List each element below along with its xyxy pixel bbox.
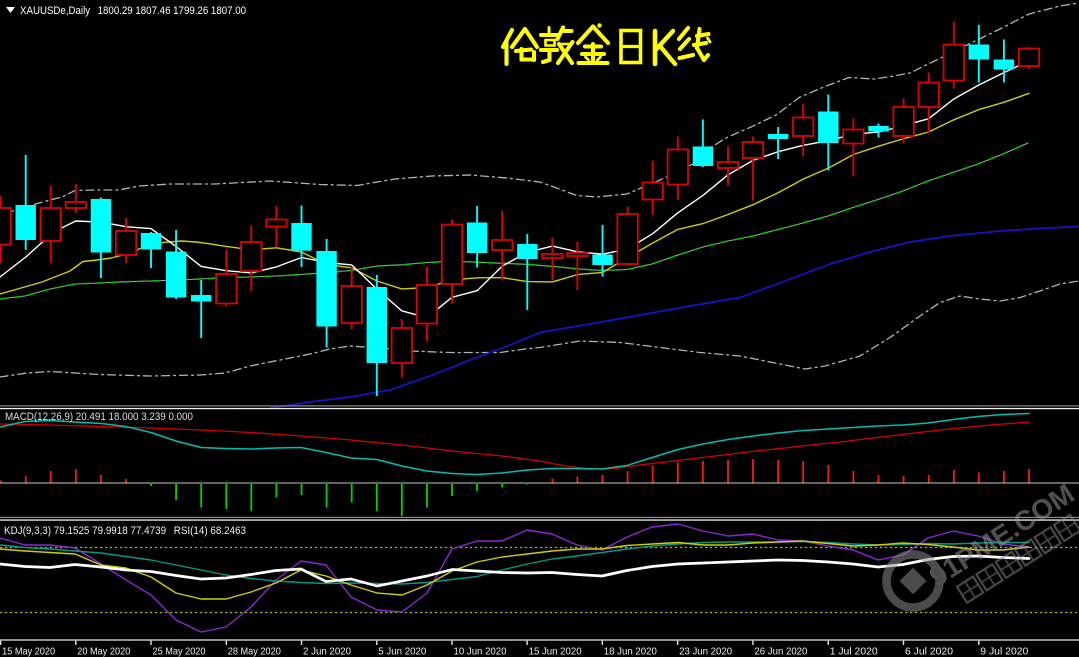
svg-text:18 Jun 2020: 18 Jun 2020	[604, 647, 657, 657]
svg-text:XAUUSDe,Daily 1800.29 1807.46: XAUUSDe,Daily 1800.29 1807.46 1799.26 18…	[20, 5, 246, 17]
svg-text:15 May 2020: 15 May 2020	[2, 647, 55, 657]
svg-text:9 Jul 2020: 9 Jul 2020	[980, 647, 1028, 657]
svg-text:20 May 2020: 20 May 2020	[77, 647, 130, 657]
svg-text:MACD(12,26,9) 20.491 18.000 3.: MACD(12,26,9) 20.491 18.000 3.239 0.000	[5, 411, 193, 423]
svg-text:1 Jul 2020: 1 Jul 2020	[830, 647, 878, 657]
svg-text:23 Jun 2020: 23 Jun 2020	[679, 647, 732, 657]
svg-text:25 May 2020: 25 May 2020	[153, 647, 206, 657]
svg-text:15 Jun 2020: 15 Jun 2020	[529, 647, 582, 657]
svg-text:6 Jul 2020: 6 Jul 2020	[905, 647, 953, 657]
svg-text:10 Jun 2020: 10 Jun 2020	[454, 647, 507, 657]
svg-text:KDJ(9,3,3) 79.1525 79.9918 77.: KDJ(9,3,3) 79.1525 79.9918 77.4739 RSI(1…	[4, 525, 246, 537]
svg-text:26 Jun 2020: 26 Jun 2020	[754, 647, 807, 657]
svg-text:28 May 2020: 28 May 2020	[228, 647, 281, 657]
svg-text:5 Jun 2020: 5 Jun 2020	[378, 647, 426, 657]
svg-text:2 Jun 2020: 2 Jun 2020	[303, 647, 351, 657]
